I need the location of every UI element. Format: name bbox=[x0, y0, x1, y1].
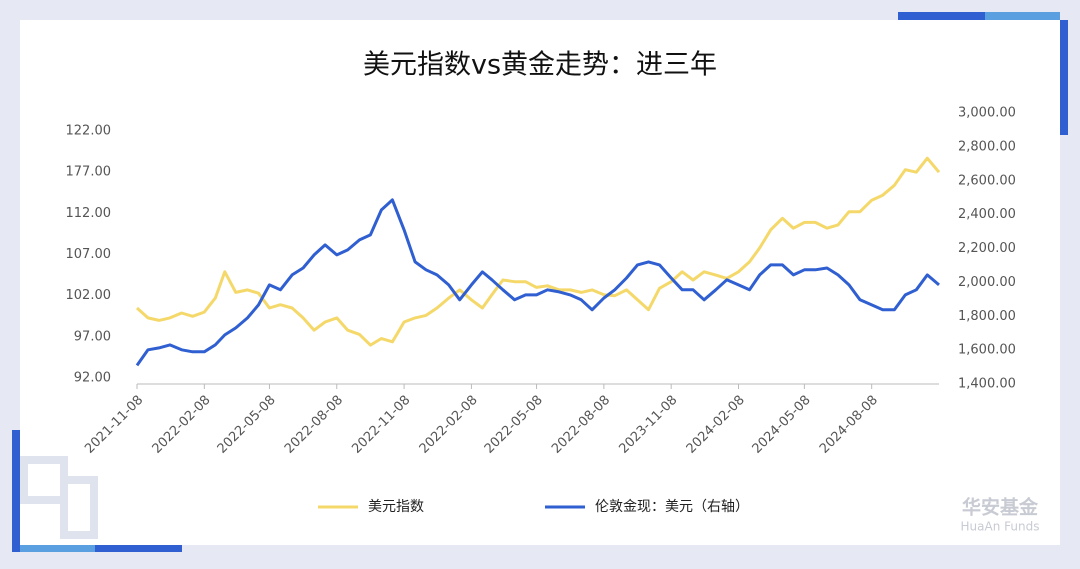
decor-squares bbox=[20, 456, 98, 539]
y-tick-label: 122.00 bbox=[66, 124, 112, 139]
y2-tick-label: 2,600.00 bbox=[958, 173, 1016, 188]
y-tick-label: 92.00 bbox=[74, 371, 111, 386]
y2-tick-label: 1,800.00 bbox=[958, 309, 1016, 324]
decor-bar bbox=[20, 545, 95, 552]
y2-tick-label: 2,400.00 bbox=[958, 207, 1016, 222]
y2-tick-label: 2,200.00 bbox=[958, 241, 1016, 256]
decor-bar bbox=[898, 12, 1060, 20]
series-line bbox=[135, 156, 941, 347]
y-tick-label: 97.00 bbox=[74, 329, 111, 344]
y-tick-label: 102.00 bbox=[66, 288, 112, 303]
series-line bbox=[135, 198, 940, 367]
decor-bar bbox=[12, 430, 20, 552]
decor-bar bbox=[20, 545, 182, 552]
brand: 华安基金 bbox=[962, 496, 1039, 519]
y2-tick-label: 3,000.00 bbox=[958, 106, 1016, 121]
y2-tick-label: 1,600.00 bbox=[958, 343, 1016, 358]
legend-label: 伦敦金现：美元（右轴） bbox=[595, 499, 749, 515]
decor-bar bbox=[985, 12, 1060, 20]
legend-label: 美元指数 bbox=[368, 499, 424, 515]
y2-tick-label: 2,000.00 bbox=[958, 275, 1016, 290]
y2-tick-label: 1,400.00 bbox=[958, 377, 1016, 392]
y-tick-label: 177.00 bbox=[66, 165, 112, 180]
chart-title: 美元指数vs黄金走势：进三年 bbox=[363, 50, 717, 81]
panel bbox=[20, 20, 1060, 545]
y-tick-label: 112.00 bbox=[66, 206, 112, 221]
y2-tick-label: 2,800.00 bbox=[958, 139, 1016, 154]
y-tick-label: 107.00 bbox=[66, 247, 112, 262]
decor-bar bbox=[1060, 20, 1068, 135]
brand-en: HuaAn Funds bbox=[961, 520, 1040, 534]
